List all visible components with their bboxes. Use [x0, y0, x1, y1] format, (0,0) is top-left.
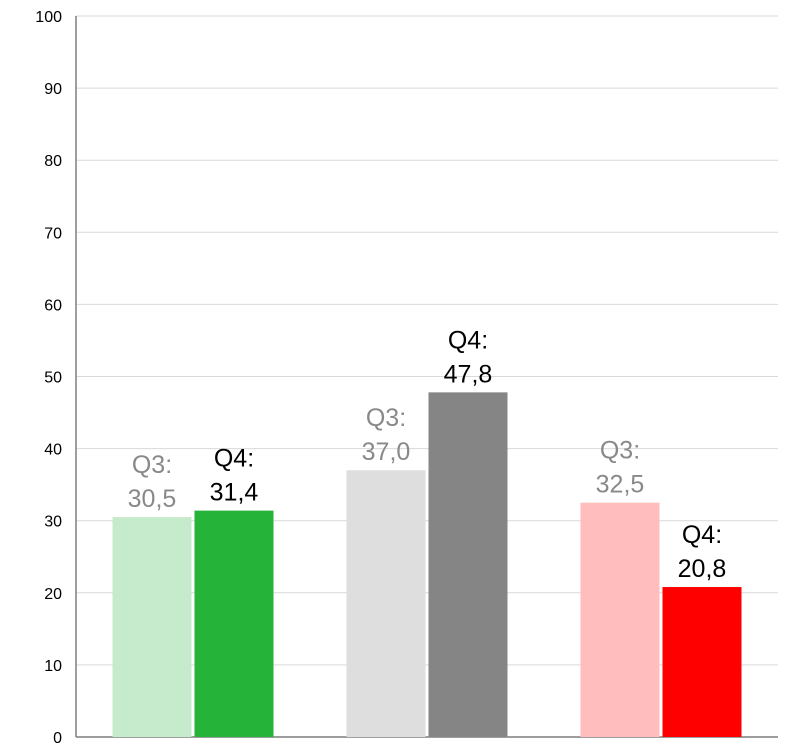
y-tick-label: 80	[44, 153, 62, 170]
y-tick-label: 0	[53, 730, 62, 744]
bar	[195, 511, 274, 737]
y-tick-label: 50	[44, 370, 62, 387]
bar	[663, 587, 742, 737]
y-tick-label: 10	[44, 658, 62, 675]
y-tick-label: 90	[44, 81, 62, 98]
y-tick-label: 100	[35, 9, 62, 26]
data-label: Q3: 37,0	[362, 404, 411, 466]
data-label: Q4: 31,4	[210, 445, 259, 507]
bar	[347, 470, 426, 737]
y-tick-label: 70	[44, 225, 62, 242]
data-label: Q3: 32,5	[596, 437, 645, 499]
bars	[113, 392, 742, 737]
y-tick-label: 60	[44, 297, 62, 314]
bar	[429, 392, 508, 737]
y-tick-label: 40	[44, 442, 62, 459]
data-label: Q3: 30,5	[128, 451, 177, 513]
bar	[581, 503, 660, 737]
data-label: Q4: 47,8	[444, 326, 493, 388]
y-tick-label: 30	[44, 514, 62, 531]
bar	[113, 517, 192, 737]
y-tick-label: 20	[44, 586, 62, 603]
data-label: Q4: 20,8	[678, 521, 727, 583]
